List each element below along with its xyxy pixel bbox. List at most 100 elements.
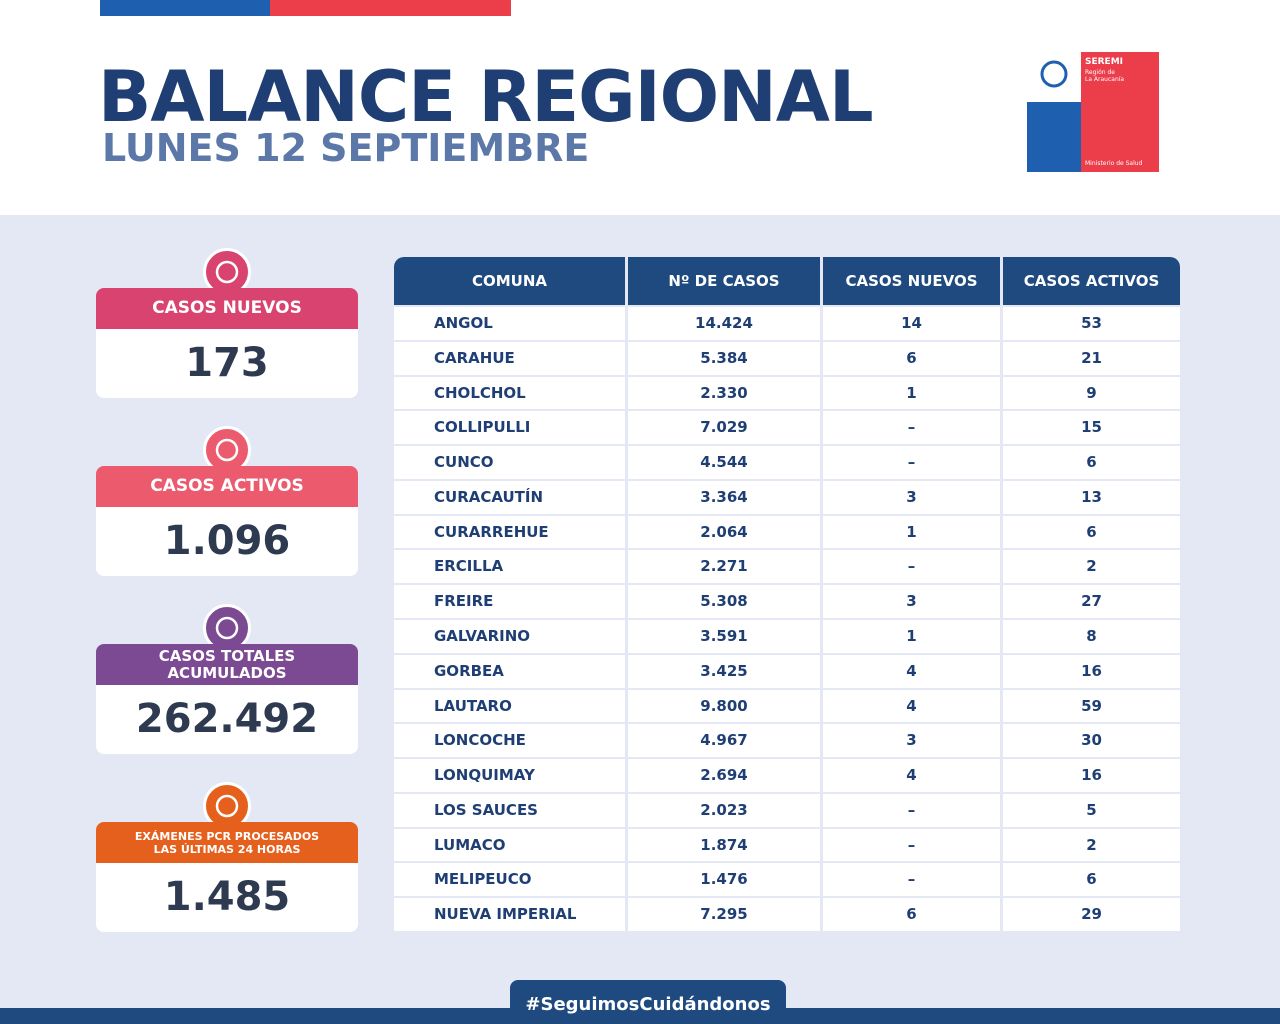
logo-brand: SEREMI	[1085, 57, 1123, 67]
comuna-cell: ERCILLA	[394, 550, 625, 584]
value-cell: 2.694	[628, 759, 820, 792]
value-cell: 53	[1003, 307, 1180, 340]
logo-ministry: Ministerio de Salud	[1085, 160, 1143, 167]
value-cell: 2.023	[628, 793, 820, 827]
value-cell: 3.364	[628, 480, 820, 514]
comuna-cell: CURACAUTÍN	[394, 480, 625, 514]
comuna-cell: ANGOL	[394, 307, 625, 340]
card-value: 1.485	[96, 863, 358, 932]
value-cell: 6	[1003, 515, 1180, 549]
value-cell: 4	[823, 759, 1000, 792]
value-cell: –	[823, 793, 1000, 827]
value-cell: 59	[1003, 689, 1180, 723]
value-cell: 4	[823, 689, 1000, 723]
value-cell: –	[823, 828, 1000, 862]
value-cell: 21	[1003, 341, 1180, 375]
comuna-cell: LONQUIMAY	[394, 759, 625, 792]
comuna-cell: NUEVA IMPERIAL	[394, 898, 625, 931]
icon-glyph	[215, 260, 239, 284]
value-cell: 3.591	[628, 620, 820, 653]
comuna-cell: COLLIPULLI	[394, 411, 625, 445]
value-cell: 2	[1003, 828, 1180, 862]
value-cell: –	[823, 550, 1000, 584]
card-header: EXÁMENES PCR PROCESADOS LAS ÚLTIMAS 24 HO…	[96, 822, 358, 863]
table-header: Nº DE CASOS	[628, 257, 820, 305]
value-cell: 6	[1003, 863, 1180, 897]
card-label: CASOS NUEVOS	[152, 298, 302, 318]
subtitle: LUNES 12 SEPTIEMBRE	[102, 126, 590, 170]
value-cell: 4.967	[628, 724, 820, 758]
value-cell: 6	[823, 898, 1000, 931]
card-label: EXÁMENES PCR PROCESADOS	[134, 829, 320, 843]
value-cell: 9.800	[628, 689, 820, 723]
card-label: LAS ÚLTIMAS 24 HORAS	[153, 842, 301, 856]
value-cell: 2	[1003, 550, 1180, 584]
value-cell: 1	[823, 515, 1000, 549]
comuna-cell: LOS SAUCES	[394, 793, 625, 827]
value-cell: 3	[823, 585, 1000, 618]
value-cell: 1.874	[628, 828, 820, 862]
table-header: CASOS ACTIVOS	[1003, 257, 1180, 305]
value-cell: 6	[823, 341, 1000, 375]
table-header: CASOS NUEVOS	[823, 257, 1000, 305]
comuna-cell: LONCOCHE	[394, 724, 625, 758]
comuna-cell: CURARREHUE	[394, 515, 625, 549]
value-cell: 4.544	[628, 446, 820, 479]
value-cell: 5	[1003, 793, 1180, 827]
flag-blue	[100, 0, 270, 16]
value-cell: 3.425	[628, 654, 820, 688]
value-cell: 14.424	[628, 307, 820, 340]
value-cell: 2.064	[628, 515, 820, 549]
value-cell: 3	[823, 480, 1000, 514]
value-cell: 5.308	[628, 585, 820, 618]
comuna-cell: GORBEA	[394, 654, 625, 688]
comuna-cell: LAUTARO	[394, 689, 625, 723]
value-cell: 1.476	[628, 863, 820, 897]
value-cell: 6	[1003, 446, 1180, 479]
value-cell: 5.384	[628, 341, 820, 375]
value-cell: 9	[1003, 376, 1180, 410]
flag-red	[270, 0, 511, 16]
logo-region: Región de	[1085, 69, 1115, 76]
value-cell: 15	[1003, 411, 1180, 445]
title: BALANCE REGIONAL	[98, 56, 874, 138]
value-cell: 2.271	[628, 550, 820, 584]
value-cell: 14	[823, 307, 1000, 340]
card-label: CASOS TOTALES	[158, 646, 296, 665]
card-value: 173	[96, 329, 358, 398]
value-cell: 1	[823, 620, 1000, 653]
value-cell: 16	[1003, 759, 1180, 792]
card-value: 1.096	[96, 507, 358, 576]
value-cell: 2.330	[628, 376, 820, 410]
value-cell: 1	[823, 376, 1000, 410]
card-value: 262.492	[96, 685, 358, 754]
table-header: COMUNA	[394, 257, 625, 305]
value-cell: 27	[1003, 585, 1180, 618]
comuna-cell: MELIPEUCO	[394, 863, 625, 897]
value-cell: 13	[1003, 480, 1180, 514]
comuna-cell: CHOLCHOL	[394, 376, 625, 410]
card-header: CASOS NUEVOS	[96, 288, 358, 329]
icon-glyph	[215, 794, 239, 818]
card-label: ACUMULADOS	[167, 663, 287, 682]
value-cell: 4	[823, 654, 1000, 688]
value-cell: 8	[1003, 620, 1180, 653]
value-cell: 16	[1003, 654, 1180, 688]
value-cell: 7.295	[628, 898, 820, 931]
icon-glyph	[215, 616, 239, 640]
value-cell: –	[823, 863, 1000, 897]
card-label: CASOS ACTIVOS	[150, 476, 304, 496]
card-header: CASOS TOTALES ACUMULADOS	[96, 644, 358, 685]
value-cell: 3	[823, 724, 1000, 758]
logo: SEREMI Región de La Araucanía Ministerio…	[1027, 52, 1159, 172]
value-cell: –	[823, 411, 1000, 445]
hashtag: #SeguimosCuidándonos	[510, 980, 786, 1024]
comuna-cell: GALVARINO	[394, 620, 625, 653]
comuna-cell: CUNCO	[394, 446, 625, 479]
comuna-cell: LUMACO	[394, 828, 625, 862]
icon-glyph	[215, 438, 239, 462]
logo-region: La Araucanía	[1085, 76, 1124, 83]
card-header: CASOS ACTIVOS	[96, 466, 358, 507]
value-cell: 29	[1003, 898, 1180, 931]
